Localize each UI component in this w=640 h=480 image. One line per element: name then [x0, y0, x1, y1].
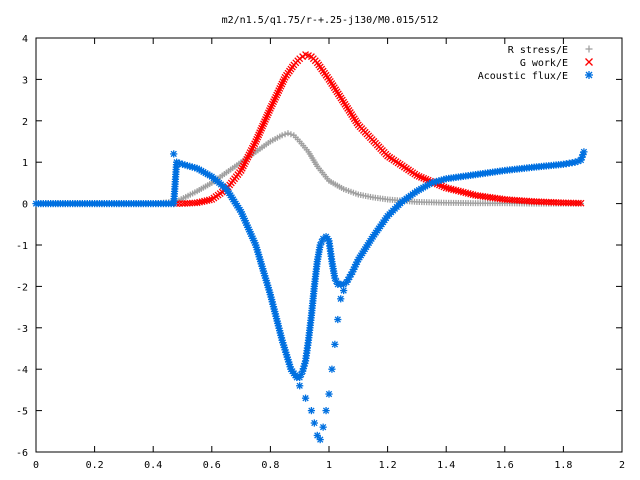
data-point: [313, 431, 321, 440]
data-point: [170, 150, 178, 158]
data-point: [282, 131, 289, 138]
data-point: [462, 189, 470, 197]
x-tick-label: 1.6: [496, 460, 514, 471]
data-point: [301, 394, 310, 402]
x-tick-label: 0.2: [86, 460, 104, 471]
data-point: [464, 189, 472, 197]
data-point: [452, 186, 460, 194]
x-tick-label: 1.2: [379, 460, 397, 471]
y-tick-label: -2: [16, 282, 28, 293]
legend-marker: [585, 45, 593, 53]
data-point: [307, 407, 316, 415]
data-point: [442, 184, 450, 192]
x-tick-label: 0.8: [261, 460, 279, 471]
data-point: [316, 435, 324, 444]
x-tick-label: 0.6: [203, 460, 221, 471]
y-tick-label: -4: [16, 365, 28, 376]
data-point: [322, 407, 330, 415]
data-point: [580, 148, 588, 156]
series-0: [33, 130, 584, 207]
data-point: [337, 295, 345, 303]
y-tick-label: -5: [16, 407, 28, 418]
y-tick-label: -1: [16, 241, 28, 252]
data-point: [331, 340, 339, 348]
series-3: [170, 150, 348, 444]
y-tick-label: 1: [22, 158, 28, 169]
data-point: [296, 382, 304, 390]
y-tick-label: 2: [22, 117, 28, 128]
data-point: [447, 185, 455, 193]
series-2: [32, 148, 588, 382]
data-point: [450, 186, 457, 194]
data-point: [577, 199, 585, 207]
data-point: [319, 423, 327, 431]
legend-label: R stress/E: [508, 45, 568, 56]
series-1: [173, 51, 585, 208]
data-point: [328, 365, 336, 373]
y-tick-label: -3: [16, 324, 28, 335]
data-point: [287, 131, 294, 138]
x-tick-label: 1: [326, 460, 332, 471]
x-tick-label: 0: [33, 460, 39, 471]
y-tick-label: 4: [22, 34, 28, 45]
data-point: [284, 130, 291, 137]
data-point: [176, 200, 184, 208]
data-point: [325, 390, 333, 398]
x-tick-label: 1.8: [554, 460, 572, 471]
legend-label: Acoustic flux/E: [478, 71, 568, 82]
data-point: [334, 315, 342, 324]
y-tick-label: -6: [16, 448, 28, 459]
data-point: [445, 185, 453, 192]
data-point: [467, 190, 475, 198]
x-tick-label: 2: [619, 460, 625, 471]
data-point: [310, 419, 318, 427]
data-point: [454, 187, 462, 195]
legend-marker: [585, 71, 593, 79]
x-tick-label: 1.4: [437, 460, 455, 471]
data-point: [459, 188, 467, 196]
data-point: [279, 132, 286, 139]
data-point: [575, 199, 582, 207]
data-point: [342, 278, 351, 286]
y-tick-label: 0: [22, 200, 28, 211]
x-tick-label: 0.4: [144, 460, 162, 471]
legend-marker: [585, 58, 593, 66]
legend-label: G work/E: [520, 58, 568, 69]
data-point: [457, 188, 465, 196]
data-point: [205, 196, 213, 204]
chart-title: m2/n1.5/q1.75/r-+.25-j130/M0.015/512: [222, 15, 439, 26]
data-point: [340, 286, 348, 295]
y-tick-label: 3: [22, 75, 28, 86]
